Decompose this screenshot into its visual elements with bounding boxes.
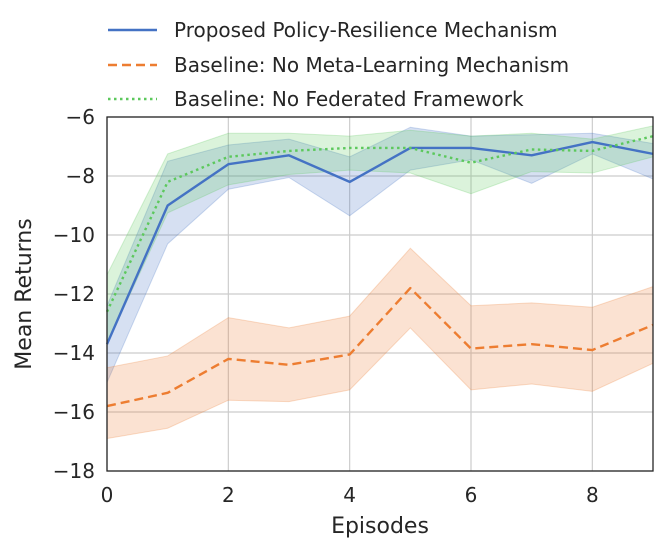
series-line-1 — [106, 286, 654, 408]
legend-label-proposed: Proposed Policy-Resilience Mechanism — [174, 18, 558, 42]
axes — [106, 116, 654, 472]
confidence-bands — [106, 125, 654, 440]
series-lines — [105, 135, 654, 408]
legend-label-no-meta-learning: Baseline: No Meta-Learning Mechanism — [174, 53, 569, 77]
x-axis-label: Episodes — [331, 514, 429, 539]
tick-labels: 0 2 4 6 8 −6 −8 −10 −12 −14 −16 −18 — [53, 105, 599, 507]
y-tick-label-2: −10 — [53, 223, 95, 247]
x-tick-label-4: 8 — [586, 483, 599, 507]
x-tick-label-1: 2 — [222, 483, 235, 507]
confidence-band-1 — [106, 247, 654, 440]
y-tick-label-6: −18 — [53, 459, 95, 483]
x-tick-label-3: 6 — [465, 483, 478, 507]
legend-label-no-federated: Baseline: No Federated Framework — [174, 87, 524, 111]
series-line-2 — [105, 135, 654, 313]
x-tick-label-0: 0 — [101, 483, 114, 507]
plot-frame — [106, 116, 654, 472]
legend: Proposed Policy-Resilience Mechanism Bas… — [108, 18, 569, 111]
y-axis-label: Mean Returns — [12, 218, 37, 369]
y-tick-label-0: −6 — [66, 105, 95, 129]
x-tick-label-2: 4 — [343, 483, 356, 507]
y-tick-label-5: −16 — [53, 400, 95, 424]
series-line-0 — [105, 140, 654, 345]
y-tick-label-4: −14 — [53, 341, 95, 365]
y-tick-label-1: −8 — [66, 164, 95, 188]
y-tick-label-3: −12 — [53, 282, 95, 306]
